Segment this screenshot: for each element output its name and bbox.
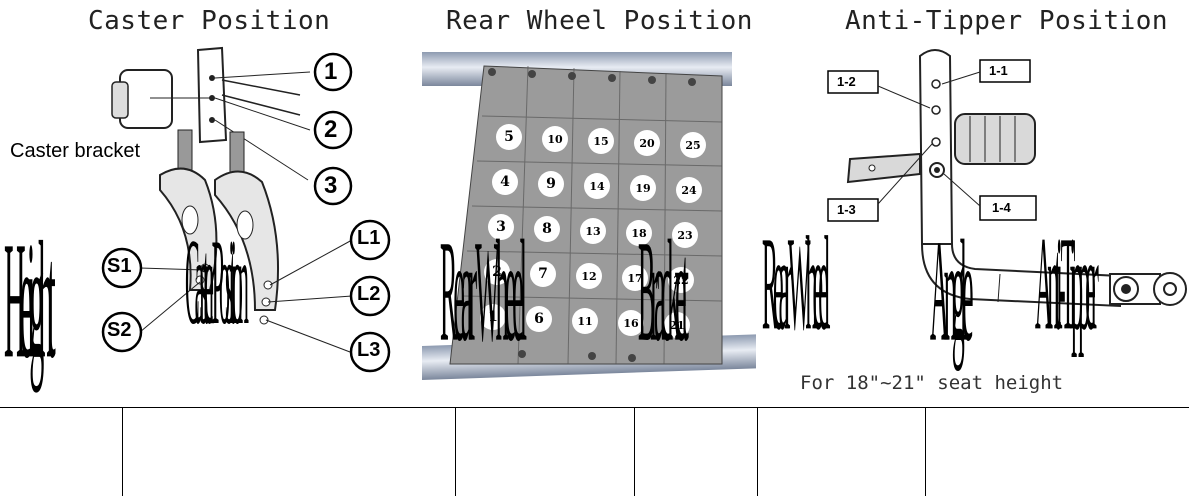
rear-wheel-hole-3: 3 [488, 214, 514, 240]
rear-wheel-hole-grid: 5 4 3 2 1 10 9 8 7 6 15 14 13 12 11 20 19 18 17 16 25 24 23 22 2… [422, 46, 756, 402]
caster-bracket-label: Caster bracket [10, 140, 141, 162]
rear-wheel-hole-11: 11 [572, 308, 598, 334]
rear-wheel-hole-20: 20 [634, 130, 660, 156]
table-divider [455, 407, 456, 496]
table-divider [757, 407, 758, 496]
large-label-l1: L1 [357, 227, 381, 249]
header-caster-position: Caster Position [185, 210, 249, 351]
rear-wheel-hole-19: 19 [630, 175, 656, 201]
rear-wheel-hole-18: 18 [626, 220, 652, 246]
rear-wheel-hole-21: 21 [664, 312, 690, 338]
table-divider [634, 407, 635, 496]
table-divider [122, 407, 123, 496]
rear-wheel-hole-6: 6 [526, 306, 552, 332]
header-height: Height [4, 210, 56, 396]
rear-wheel-hole-5: 5 [496, 124, 522, 150]
table-divider [925, 407, 926, 496]
anti-tipper-label-1-2: 1-2 [837, 74, 856, 89]
rear-wheel-hole-4: 4 [492, 169, 518, 195]
rear-wheel-hole-24: 24 [676, 177, 702, 203]
caster-position-title: Caster Position [88, 6, 331, 36]
table-top-rule [0, 407, 1189, 408]
rear-wheel-hole-9: 9 [538, 171, 564, 197]
rear-wheel-hole-17: 17 [622, 265, 648, 291]
rear-wheel-hole-15: 15 [588, 128, 614, 154]
rear-wheel-hole-16: 16 [618, 310, 644, 336]
small-label-s1: S1 [107, 255, 132, 277]
rear-wheel-position-title: Rear Wheel Position [446, 6, 753, 36]
anti-tipper-position-title: Anti-Tipper Position [845, 6, 1169, 36]
seat-height-note: For 18"~21" seat height [800, 372, 1064, 394]
anti-tipper-label-1-1: 1-1 [989, 63, 1008, 78]
hole-label-3: 3 [324, 172, 338, 199]
rear-wheel-hole-25: 25 [680, 132, 706, 158]
small-label-s2: S2 [107, 319, 132, 341]
rear-wheel-hole-23: 23 [672, 222, 698, 248]
anti-tipper-diagram [827, 49, 1187, 308]
header-rear-wheel-2: Rear Wheel [762, 216, 830, 362]
anti-tipper-label-1-3: 1-3 [837, 202, 856, 217]
caster-diagram [101, 46, 391, 373]
hole-label-2: 2 [324, 116, 338, 143]
rear-wheel-diagram: 5 4 3 2 1 10 9 8 7 6 15 14 13 12 11 20 19 18 17 16 25 24 23 22 2… [422, 46, 756, 402]
rear-wheel-hole-7: 7 [530, 261, 556, 287]
rear-wheel-hole-10: 10 [542, 126, 568, 152]
header-angle: Angle [930, 210, 973, 374]
rear-wheel-hole-12: 12 [576, 263, 602, 289]
rear-wheel-hole-2: 2 [484, 259, 510, 285]
hole-label-1: 1 [324, 58, 338, 85]
rear-wheel-hole-13: 13 [580, 218, 606, 244]
header-anti-tipper: Anti-Tipper [1035, 216, 1099, 362]
anti-tipper-label-1-4: 1-4 [992, 200, 1011, 215]
rear-wheel-hole-22: 22 [668, 267, 694, 293]
rear-wheel-hole-1: 1 [480, 304, 506, 330]
large-label-l2: L2 [357, 283, 381, 305]
header-bracket: Bracket [638, 210, 689, 374]
large-label-l3: L3 [357, 339, 381, 361]
rear-wheel-hole-8: 8 [534, 216, 560, 242]
rear-wheel-hole-14: 14 [584, 173, 610, 199]
header-rear-wheel: Rear Wheel [440, 210, 527, 374]
